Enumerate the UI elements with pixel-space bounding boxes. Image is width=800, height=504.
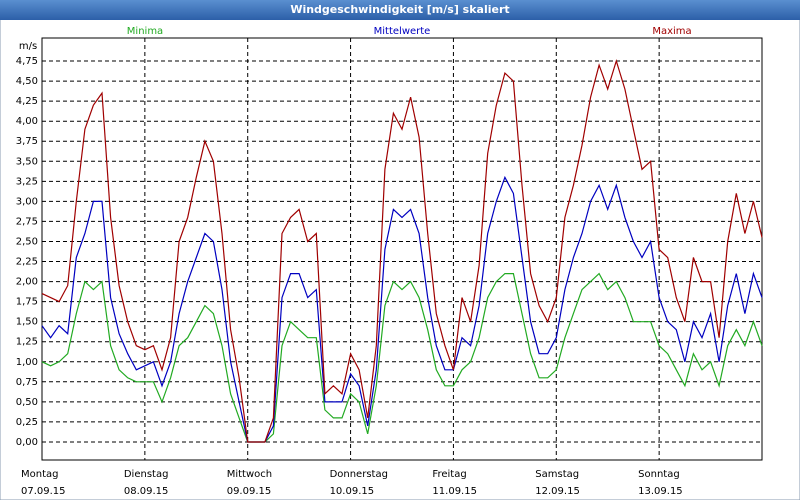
series-line [41, 175, 763, 443]
legend-entry: Maxima [652, 26, 691, 37]
x-tick-date: 08.09.15 [124, 486, 169, 497]
y-tick-label: 0,00 [16, 437, 38, 448]
y-tick-label: 2,00 [16, 277, 38, 288]
y-tick-label: 3,75 [16, 136, 38, 147]
x-tick-label: Sonntag [638, 469, 680, 480]
legend-entry: Minima [127, 26, 163, 37]
x-tick-date: 13.09.15 [638, 486, 683, 497]
y-tick-label: 0,50 [16, 397, 38, 408]
chart-title: Windgeschwindigkeit [m/s] skaliert [290, 3, 509, 16]
y-tick-label: 1,50 [16, 317, 38, 328]
x-tick-date: 12.09.15 [535, 486, 580, 497]
y-tick-label: 4,25 [16, 96, 38, 107]
x-tick-label: Montag [21, 469, 58, 480]
x-tick-date: 07.09.15 [21, 486, 66, 497]
y-tick-label: 1,25 [16, 337, 38, 348]
y-tick-label: 4,50 [16, 76, 38, 87]
y-tick-label: 0,75 [16, 377, 38, 388]
title-bar [0, 0, 800, 20]
y-tick-label: 2,50 [16, 236, 38, 247]
y-tick-label: 4,00 [16, 116, 38, 127]
y-tick-label: 3,50 [16, 156, 38, 167]
series-line [41, 58, 763, 443]
series-line [41, 272, 763, 443]
y-tick-label: 3,25 [16, 176, 38, 187]
x-tick-date: 10.09.15 [330, 486, 375, 497]
y-tick-label: 3,00 [16, 196, 38, 207]
y-tick-label: 0,25 [16, 417, 38, 428]
x-tick-label: Samstag [535, 469, 579, 480]
y-tick-label: 1,75 [16, 297, 38, 308]
y-axis-label: m/s [19, 41, 37, 52]
x-tick-label: Freitag [432, 469, 466, 480]
plot-frame [41, 37, 763, 461]
y-tick-label: 2,75 [16, 216, 38, 227]
x-tick-date: 11.09.15 [432, 486, 477, 497]
legend-entry: Mittelwerte [374, 26, 431, 37]
x-tick-label: Donnerstag [330, 469, 388, 480]
y-tick-label: 2,25 [16, 257, 38, 268]
x-tick-label: Mittwoch [227, 469, 272, 480]
y-tick-label: 1,00 [16, 357, 38, 368]
y-tick-label: 4,75 [16, 56, 38, 67]
x-tick-label: Dienstag [124, 469, 169, 480]
x-tick-date: 09.09.15 [227, 486, 272, 497]
